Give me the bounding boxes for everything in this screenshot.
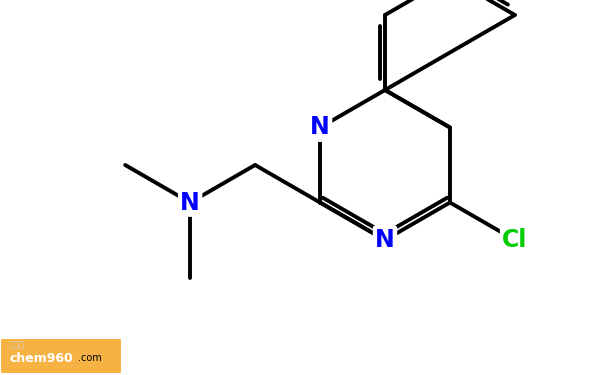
FancyBboxPatch shape xyxy=(1,339,121,373)
Text: N: N xyxy=(180,190,200,214)
Text: Cl: Cl xyxy=(502,228,528,252)
Text: N: N xyxy=(375,228,395,252)
Text: 化工网: 化工网 xyxy=(10,340,25,350)
Text: chem960: chem960 xyxy=(10,351,74,364)
Text: N: N xyxy=(310,116,330,140)
Text: .com: .com xyxy=(78,353,102,363)
